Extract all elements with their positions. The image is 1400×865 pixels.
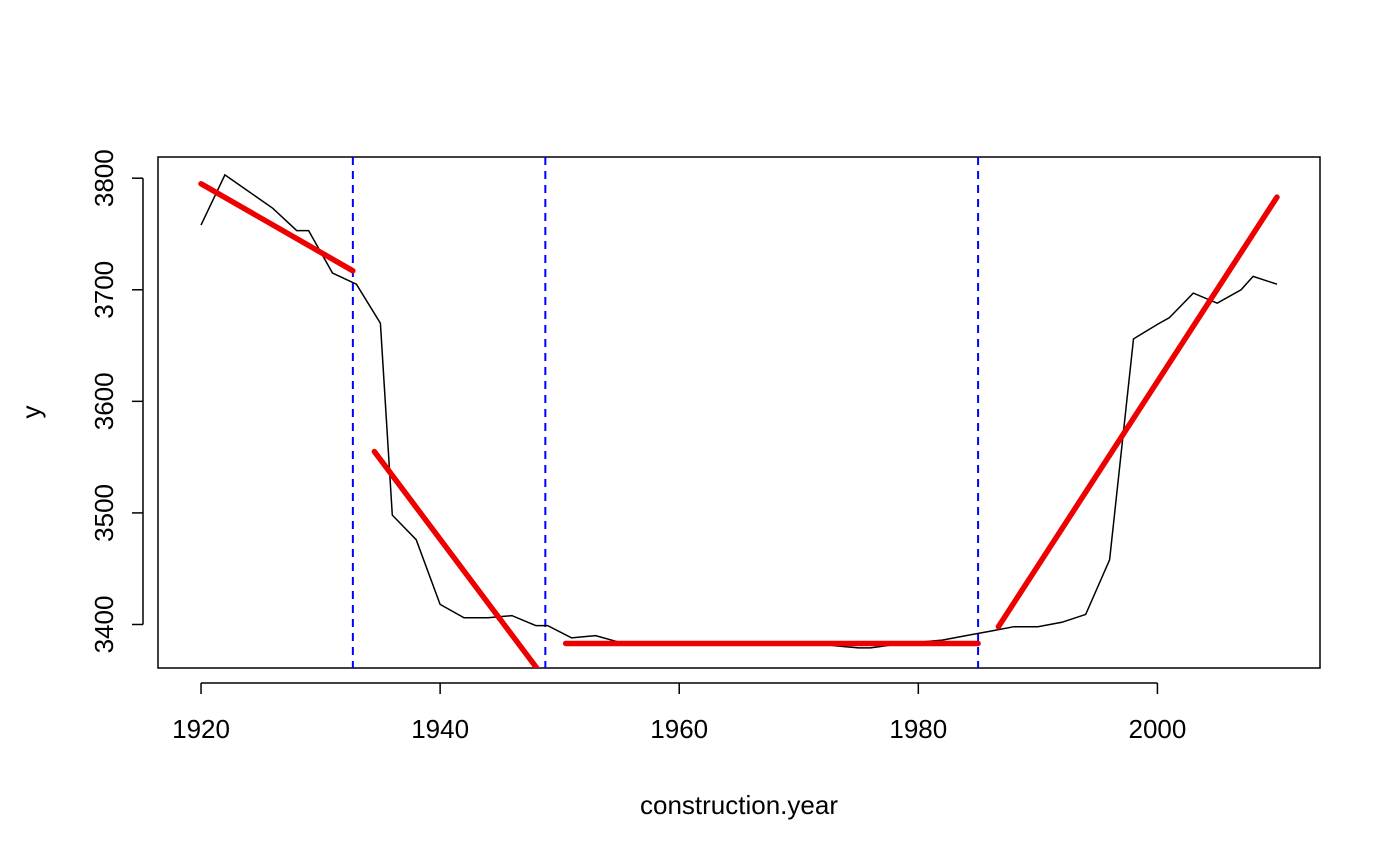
y-tick-label: 3600 <box>89 372 119 430</box>
observed-line <box>200 173 1278 649</box>
x-tick-label: 2000 <box>1128 714 1186 744</box>
y-tick-label: 3800 <box>89 149 119 207</box>
fit-segment <box>371 448 541 668</box>
fit-segment <box>198 181 356 274</box>
breakpoint-lines <box>351 157 980 668</box>
y-tick-label: 3700 <box>89 261 119 319</box>
y-axis: 3400 3500 3600 3700 3800 <box>89 149 144 654</box>
x-axis: 1920 1940 1960 1980 2000 <box>172 682 1186 744</box>
y-tick-label: 3400 <box>89 596 119 654</box>
x-axis-title: construction.year <box>640 790 838 820</box>
x-tick-label: 1960 <box>650 714 708 744</box>
x-tick-label: 1980 <box>889 714 947 744</box>
fit-segment <box>995 194 1280 630</box>
fit-lines <box>198 181 1280 668</box>
x-tick-label: 1920 <box>172 714 230 744</box>
y-tick-label: 3500 <box>89 484 119 542</box>
plot-area <box>157 156 1321 669</box>
data-line <box>200 173 1278 649</box>
y-axis-title: y <box>16 406 46 419</box>
x-tick-label: 1940 <box>411 714 469 744</box>
